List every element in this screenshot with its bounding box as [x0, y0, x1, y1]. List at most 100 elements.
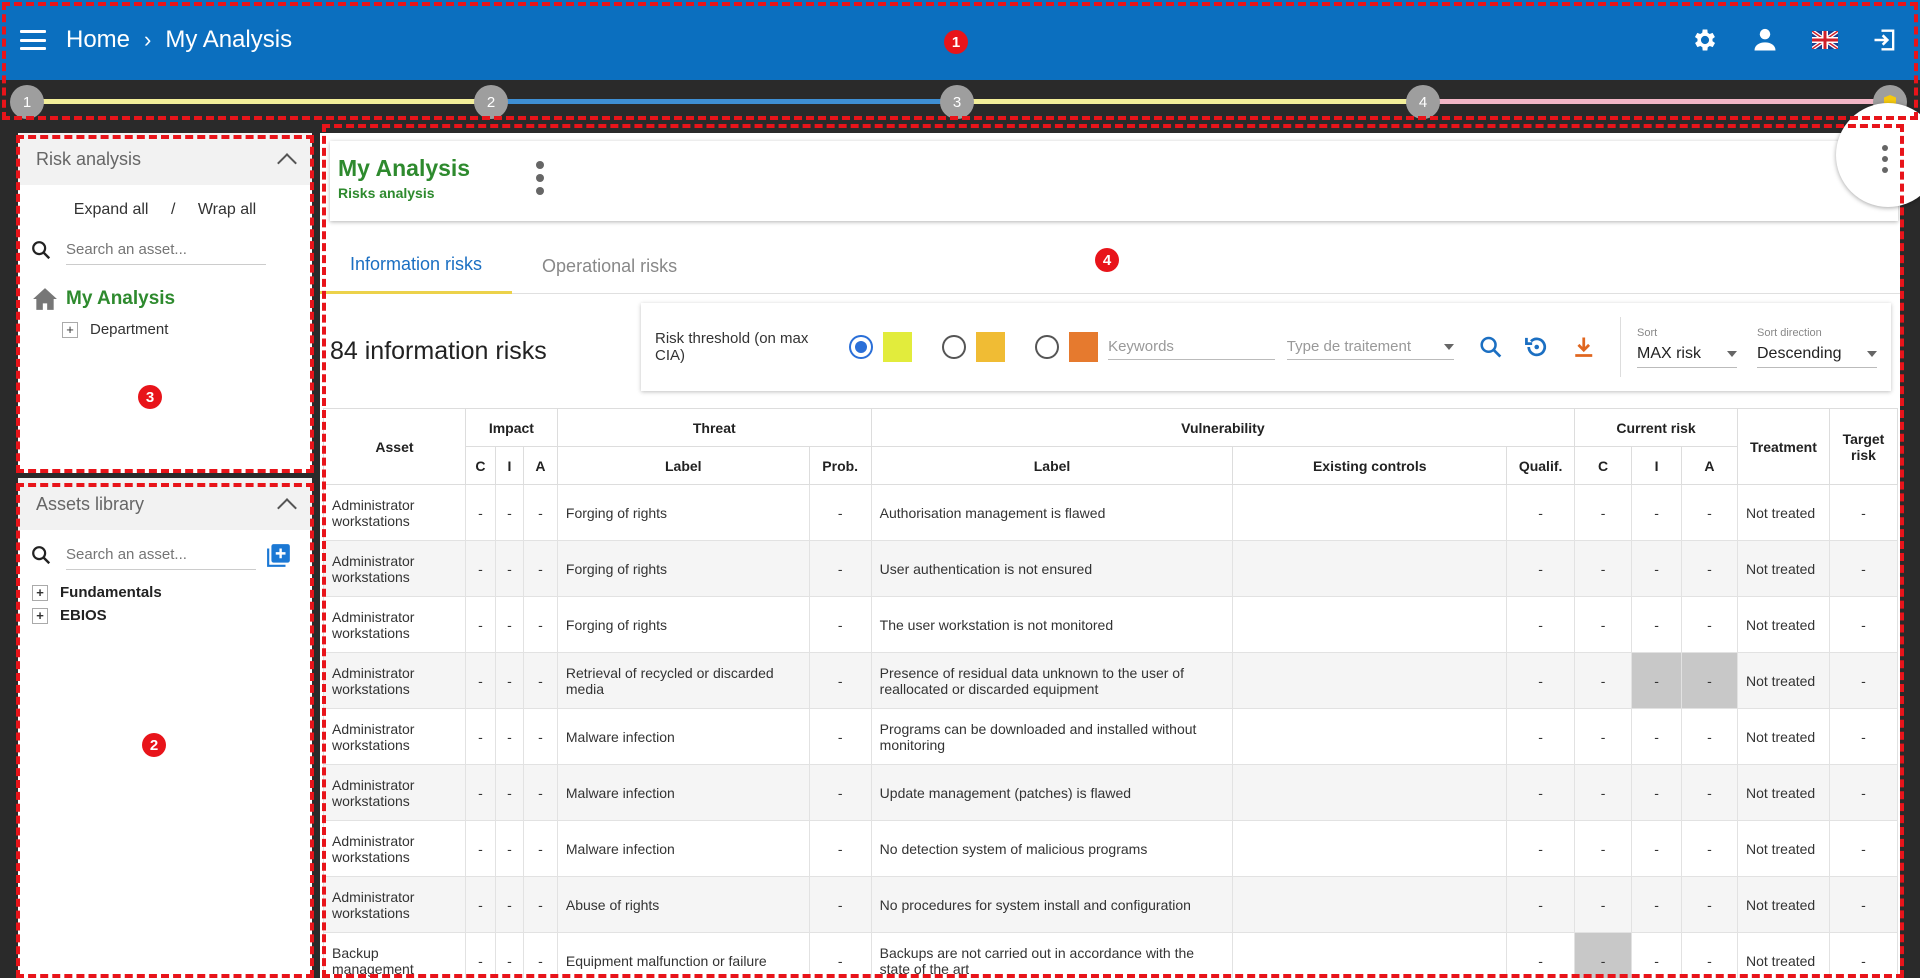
col-current-i: I — [1631, 446, 1682, 485]
table-row[interactable]: Backup management - - - Equipment malfunctio… — [323, 932, 1899, 978]
annotation-badge-1: 1 — [944, 30, 968, 54]
sort-direction-value: Descending — [1756, 344, 1842, 362]
library-item-ebios[interactable]: + EBIOS — [32, 607, 312, 624]
table-row[interactable]: Administrator workstations - - - Abuse of ri… — [323, 876, 1899, 933]
cell-target: - — [1828, 876, 1899, 933]
menu-icon[interactable] — [20, 30, 46, 50]
expand-plus-icon[interactable]: + — [62, 321, 78, 338]
assets-library-title: Assets library — [36, 493, 145, 514]
table-row[interactable]: Administrator workstations - - - Forging of … — [323, 596, 1899, 653]
cell-ii: - — [494, 876, 524, 933]
cell-ca: - — [1681, 652, 1738, 709]
reset-icon[interactable] — [1523, 333, 1550, 361]
cell-ia: - — [522, 820, 558, 877]
treatment-type-select[interactable]: Type de traitement — [1286, 334, 1454, 360]
sort-value: MAX risk — [1636, 344, 1701, 362]
cell-target: - — [1828, 596, 1899, 653]
table-row[interactable]: Administrator workstations - - - Forging of … — [323, 540, 1899, 597]
table-row[interactable]: Administrator workstations - - - Malware inf… — [323, 708, 1899, 765]
cell-treatment[interactable]: Not treated — [1736, 932, 1830, 978]
uk-flag-icon[interactable] — [1810, 25, 1840, 55]
cell-treatment[interactable]: Not treated — [1736, 876, 1830, 933]
keywords-input[interactable]: Keywords — [1108, 334, 1275, 360]
tab-operational-risks[interactable]: Operational risks — [542, 255, 678, 276]
chevron-up-icon[interactable] — [277, 153, 297, 173]
col-threat-label: Label — [556, 446, 810, 485]
cell-asset: Administrator workstations — [323, 820, 466, 877]
analysis-stepper: 1 2 3 4 — [0, 80, 1920, 124]
cell-prob: - — [808, 708, 872, 765]
annotation-badge-4: 4 — [1095, 248, 1119, 272]
wrap-all-link[interactable]: Wrap all — [197, 201, 257, 218]
breadcrumb-home[interactable]: Home — [66, 26, 131, 53]
cell-asset: Administrator workstations — [323, 876, 466, 933]
tree-root-my-analysis[interactable]: My Analysis — [32, 287, 312, 311]
step-1[interactable]: 1 — [10, 85, 44, 119]
expand-plus-icon[interactable]: + — [32, 584, 48, 601]
table-row[interactable]: Administrator workstations - - - Malware inf… — [323, 820, 1899, 877]
search-icon[interactable] — [1478, 334, 1504, 360]
corner-menu-button[interactable] — [1836, 103, 1920, 207]
table-row[interactable]: Administrator workstations - - - Retrieval o… — [323, 652, 1899, 709]
table-row[interactable]: Administrator workstations - - - Forging of … — [323, 484, 1899, 541]
table-row[interactable]: Administrator workstations - - - Malware inf… — [323, 764, 1899, 821]
risk-search-input[interactable] — [66, 235, 266, 265]
download-icon[interactable] — [1571, 334, 1597, 360]
cell-treatment[interactable]: Not treated — [1736, 540, 1830, 597]
risk-search-row — [18, 235, 312, 265]
cell-ca: - — [1681, 764, 1738, 821]
cell-treatment[interactable]: Not treated — [1736, 484, 1830, 541]
gear-icon[interactable] — [1690, 25, 1720, 55]
expand-plus-icon[interactable]: + — [32, 607, 48, 624]
cell-threat: Forging of rights — [556, 540, 810, 597]
expand-all-link[interactable]: Expand all — [73, 201, 149, 218]
tree-item-department[interactable]: + Department — [62, 321, 312, 338]
cell-ca: - — [1681, 596, 1738, 653]
step-line-1 — [30, 99, 496, 104]
chevron-up-icon[interactable] — [277, 498, 297, 518]
tab-information-risks[interactable]: Information risks — [320, 238, 513, 294]
cell-qualif: - — [1506, 820, 1576, 877]
cell-ca: - — [1681, 820, 1738, 877]
asset-search-input[interactable] — [66, 540, 256, 570]
step-4[interactable]: 4 — [1406, 85, 1440, 119]
step-2[interactable]: 2 — [474, 85, 508, 119]
risk-count: 84 information risks — [330, 337, 547, 365]
caret-down-icon — [1443, 344, 1454, 350]
cell-ci: - — [1631, 876, 1682, 933]
cell-vuln: Presence of residual data unknown to the… — [870, 652, 1234, 709]
cell-cc: - — [1574, 708, 1633, 765]
step-3[interactable]: 3 — [940, 85, 974, 119]
divider — [1620, 317, 1621, 377]
assets-library-header[interactable]: Assets library — [18, 478, 312, 530]
sort-select[interactable]: Sort MAX risk — [1636, 327, 1737, 368]
add-library-icon[interactable] — [266, 542, 292, 568]
logout-icon[interactable] — [1870, 25, 1900, 55]
cell-controls — [1232, 820, 1508, 877]
cell-target: - — [1828, 708, 1899, 765]
cell-treatment[interactable]: Not treated — [1736, 708, 1830, 765]
cell-treatment[interactable]: Not treated — [1736, 820, 1830, 877]
threshold-radio-3[interactable] — [1035, 335, 1059, 359]
more-vert-icon[interactable] — [1882, 145, 1888, 173]
risk-analysis-header[interactable]: Risk analysis — [18, 133, 312, 185]
library-item-fundamentals[interactable]: + Fundamentals — [32, 584, 312, 601]
cell-target: - — [1828, 652, 1899, 709]
cell-treatment[interactable]: Not treated — [1736, 596, 1830, 653]
sort-direction-select[interactable]: Sort direction Descending — [1756, 327, 1877, 368]
threshold-radio-2[interactable] — [942, 335, 966, 359]
search-icon — [32, 546, 51, 565]
threshold-radio-1[interactable] — [848, 335, 873, 359]
cell-treatment[interactable]: Not treated — [1736, 652, 1830, 709]
cell-asset: Administrator workstations — [323, 484, 466, 541]
col-asset: Asset — [323, 408, 466, 485]
risk-table: Asset Impact Threat Vulnerability Curren… — [323, 408, 1899, 978]
cell-treatment[interactable]: Not treated — [1736, 764, 1830, 821]
cell-ca: - — [1681, 876, 1738, 933]
col-target-risk: Target risk — [1828, 408, 1899, 485]
user-icon[interactable] — [1750, 25, 1780, 55]
cell-qualif: - — [1506, 708, 1576, 765]
cell-cc: - — [1574, 820, 1633, 877]
home-icon — [33, 288, 57, 310]
more-vert-icon[interactable] — [536, 161, 544, 195]
